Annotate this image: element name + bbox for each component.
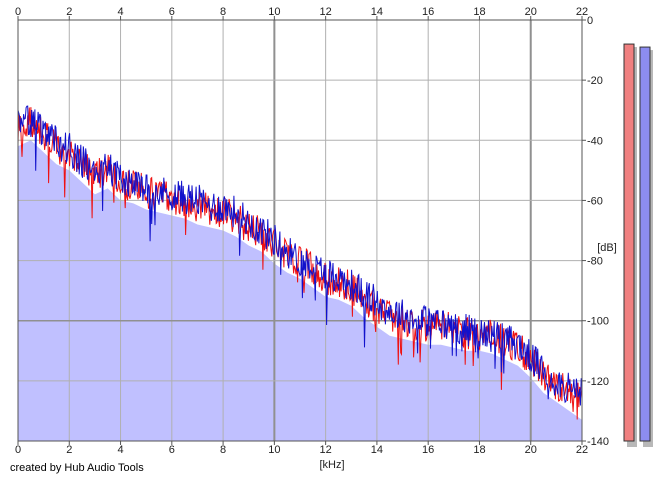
y-tick-label--20: -20 — [587, 75, 603, 87]
y-tick-label--60: -60 — [587, 195, 603, 207]
y-tick-label-0: 0 — [587, 15, 593, 27]
y-tick-label--100: -100 — [587, 316, 609, 328]
x-tick-label-bottom-18: 18 — [473, 444, 485, 456]
trace-layer — [17, 105, 583, 420]
x-axis-label: [kHz] — [319, 459, 344, 471]
credit-text: created by Hub Audio Tools — [10, 462, 144, 474]
x-tick-label-top-20: 20 — [525, 6, 537, 18]
right-channel-trace — [17, 105, 583, 406]
x-tick-label-top-10: 10 — [268, 6, 280, 18]
x-tick-label-top-8: 8 — [220, 6, 226, 18]
x-tick-label-top-6: 6 — [169, 6, 175, 18]
x-tick-label-top-0: 0 — [15, 6, 21, 18]
y-axis-label: [dB] — [597, 242, 617, 254]
right-level-meter — [639, 46, 651, 442]
x-tick-label-top-4: 4 — [117, 6, 123, 18]
x-tick-label-top-12: 12 — [320, 6, 332, 18]
x-tick-label-top-16: 16 — [422, 6, 434, 18]
x-tick-label-top-18: 18 — [473, 6, 485, 18]
x-tick-label-bottom-8: 8 — [220, 444, 226, 456]
x-tick-label-bottom-14: 14 — [371, 444, 383, 456]
x-tick-label-bottom-20: 20 — [525, 444, 537, 456]
level-meters — [623, 43, 653, 448]
y-tick-label--40: -40 — [587, 135, 603, 147]
x-tick-label-bottom-4: 4 — [117, 444, 123, 456]
left-level-meter — [623, 43, 635, 442]
x-tick-label-top-14: 14 — [371, 6, 383, 18]
x-tick-label-bottom-12: 12 — [320, 444, 332, 456]
y-tick-label--120: -120 — [587, 376, 609, 388]
y-tick-label--140: -140 — [587, 436, 609, 448]
y-tick-label--80: -80 — [587, 256, 603, 268]
spectrum-fill-area — [18, 140, 582, 442]
x-tick-label-bottom-16: 16 — [422, 444, 434, 456]
tick-label-layer: 002244668810101212141416161818202022220-… — [15, 6, 609, 456]
x-tick-label-top-2: 2 — [66, 6, 72, 18]
spectrum-fill-layer — [18, 140, 582, 442]
x-tick-label-bottom-0: 0 — [15, 444, 21, 456]
x-tick-label-bottom-22: 22 — [576, 444, 588, 456]
x-tick-label-bottom-2: 2 — [66, 444, 72, 456]
axis-layer — [17, 16, 586, 445]
x-tick-label-top-22: 22 — [576, 6, 588, 18]
x-tick-label-bottom-6: 6 — [169, 444, 175, 456]
x-tick-label-bottom-10: 10 — [268, 444, 280, 456]
